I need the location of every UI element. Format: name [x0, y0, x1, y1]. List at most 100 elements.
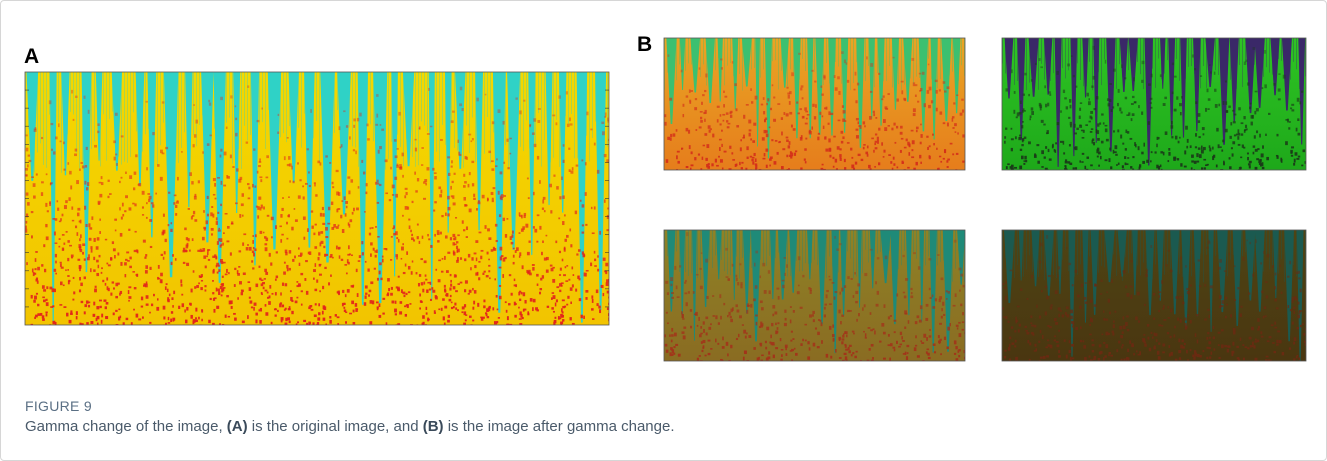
speckle	[185, 250, 187, 253]
speckle	[339, 255, 341, 258]
speckle	[821, 168, 824, 170]
stripe	[685, 230, 686, 272]
speckle	[542, 200, 544, 204]
speckle	[344, 196, 346, 200]
stripe	[541, 72, 542, 167]
stripe	[760, 38, 761, 78]
speckle	[852, 352, 854, 354]
speckle	[309, 185, 311, 187]
speckle	[1133, 77, 1135, 81]
speckle	[42, 285, 45, 289]
speckle	[481, 317, 484, 321]
speckle	[1070, 125, 1072, 128]
speckle	[1069, 144, 1071, 146]
speckle	[337, 316, 340, 318]
speckle	[194, 134, 197, 137]
speckle	[665, 122, 667, 126]
speckle	[163, 257, 165, 260]
speckle	[259, 266, 261, 268]
speckle	[1004, 141, 1006, 144]
speckle	[498, 191, 500, 195]
caption: Gamma change of the image, (A) is the or…	[25, 418, 675, 435]
speckle	[744, 351, 746, 354]
speckle	[786, 264, 788, 267]
speckle	[678, 354, 681, 356]
speckle	[1119, 108, 1121, 112]
stripe	[1092, 38, 1093, 90]
speckle	[487, 252, 489, 255]
speckle	[764, 290, 767, 294]
speckle	[962, 329, 964, 331]
speckle	[248, 281, 251, 283]
speckle	[1138, 146, 1140, 150]
speckle	[214, 254, 216, 257]
speckle	[1288, 305, 1290, 308]
speckle	[112, 241, 114, 244]
speckle	[550, 265, 553, 267]
speckle	[1209, 64, 1211, 66]
speckle	[451, 307, 453, 309]
speckle	[255, 234, 257, 237]
speckle	[1170, 336, 1172, 338]
speckle	[77, 213, 79, 217]
speckle	[510, 236, 512, 240]
speckle	[183, 262, 186, 264]
speckle	[330, 254, 332, 257]
speckle	[1233, 331, 1236, 334]
speckle	[1101, 279, 1103, 282]
speckle	[592, 299, 594, 303]
speckle	[45, 312, 47, 314]
speckle	[1032, 333, 1034, 335]
speckle	[1091, 85, 1093, 87]
speckle	[758, 357, 760, 360]
speckle	[365, 261, 367, 263]
speckle	[405, 264, 407, 267]
speckle	[1207, 164, 1209, 166]
speckle	[514, 315, 516, 318]
speckle	[1073, 75, 1075, 77]
speckle	[1179, 358, 1182, 360]
speckle	[809, 314, 812, 317]
speckle	[539, 180, 541, 184]
speckle	[1100, 156, 1102, 159]
speckle	[99, 231, 101, 234]
speckle	[1040, 357, 1043, 359]
speckle	[1180, 319, 1182, 323]
speckle	[1186, 146, 1188, 149]
speckle	[560, 268, 562, 271]
speckle	[1029, 118, 1031, 120]
speckle	[807, 356, 810, 359]
speckle	[1158, 324, 1161, 326]
speckle	[182, 303, 184, 307]
speckle	[528, 197, 530, 199]
speckle	[322, 213, 324, 217]
speckle	[216, 288, 218, 292]
speckle	[51, 149, 53, 151]
speckle	[459, 103, 462, 106]
speckle	[192, 238, 194, 241]
speckle	[1101, 113, 1104, 115]
speckle	[1129, 340, 1131, 344]
speckle	[475, 272, 478, 275]
speckle	[1187, 139, 1189, 143]
speckle	[1163, 103, 1166, 106]
speckle	[1212, 147, 1214, 150]
speckle	[1104, 355, 1106, 358]
speckle	[562, 221, 564, 225]
speckle	[888, 154, 891, 156]
speckle	[430, 245, 432, 248]
speckle	[128, 300, 130, 302]
speckle	[102, 280, 104, 282]
speckle	[1222, 140, 1224, 143]
stripe	[538, 72, 539, 113]
speckle	[706, 164, 709, 167]
speckle	[125, 172, 127, 174]
speckle	[122, 214, 124, 217]
speckle	[1238, 144, 1241, 146]
speckle	[721, 67, 723, 70]
speckle	[550, 210, 552, 213]
image-content	[1002, 38, 1307, 173]
speckle	[1221, 149, 1223, 151]
speckle	[1195, 333, 1197, 337]
speckle	[949, 323, 951, 326]
